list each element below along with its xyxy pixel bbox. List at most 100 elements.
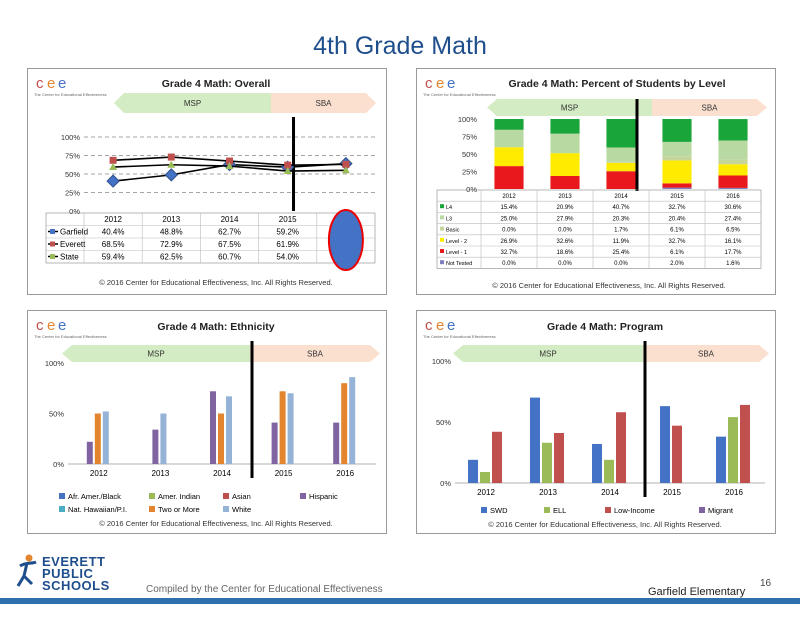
msp-band	[62, 345, 250, 362]
data-point	[341, 166, 350, 174]
data-point	[225, 162, 234, 170]
legend-label: Not Tested	[446, 261, 472, 267]
sba-label: SBA	[701, 104, 718, 113]
stacked-bar-segment	[606, 161, 636, 163]
x-tick-label: 2015	[670, 194, 684, 200]
stacked-bar-segment	[606, 171, 636, 189]
data-label: 32.7%	[668, 239, 686, 245]
data-label: 11.9%	[613, 239, 630, 245]
data-table-border	[436, 189, 762, 269]
bar	[341, 383, 348, 464]
msp-label: MSP	[184, 99, 201, 108]
y-tick-label: 25%	[462, 168, 477, 177]
data-label: 0.0%	[502, 261, 516, 267]
bar	[604, 459, 614, 483]
chart-title: Grade 4 Math: Ethnicity	[157, 321, 274, 333]
stacked-bar-segment	[718, 164, 748, 176]
stacked-bar-segment	[718, 119, 748, 141]
logo-letter: c	[425, 317, 433, 334]
data-label: 20.9%	[556, 205, 574, 211]
data-label: 1.6%	[726, 261, 740, 267]
bar	[672, 425, 682, 483]
y-tick-label: 100%	[458, 115, 478, 124]
y-tick-label: 0%	[69, 207, 80, 216]
sba-label: SBA	[698, 350, 715, 359]
msp-band	[453, 345, 643, 362]
data-label: 18.6%	[556, 250, 574, 256]
legend-label: White	[232, 505, 251, 514]
legend-swatch	[149, 493, 155, 499]
data-point	[167, 160, 176, 168]
data-point	[106, 174, 120, 188]
data-label: 48.8%	[160, 228, 183, 237]
data-label: 40.7%	[612, 205, 630, 211]
data-label: 20.4%	[668, 216, 686, 222]
district-line-2: PUBLIC	[42, 566, 94, 581]
logo-letter: e	[436, 317, 444, 334]
x-tick-label: 2015	[275, 469, 293, 478]
data-label: 62.5%	[160, 253, 183, 262]
district-line-1: EVERETT	[42, 554, 106, 569]
ethnicity-chart-panel: c e e The Center for Educational Effectiven…	[27, 310, 387, 534]
stacked-bar-segment	[662, 119, 692, 142]
x-tick-label: 2013	[539, 488, 557, 497]
legend-label: Two or More	[158, 505, 200, 514]
copyright-text: © 2016 Center for Educational Effectiven…	[492, 281, 725, 290]
stacked-bar-segment	[718, 187, 748, 189]
data-point	[109, 163, 118, 171]
data-label: 16.1%	[724, 239, 742, 245]
msp-band	[487, 99, 652, 116]
bar	[160, 413, 167, 464]
copyright-text: © 2016 Center for Educational Effectiven…	[488, 520, 721, 529]
data-label: 27.9%	[556, 216, 574, 222]
logo-letter: c	[425, 75, 433, 92]
data-point	[283, 167, 292, 175]
stacked-bar-segment	[494, 147, 524, 167]
page-title: 4th Grade Math	[313, 32, 487, 60]
data-label: 25.0%	[500, 216, 518, 222]
data-label: 17.7%	[724, 250, 742, 256]
bar	[333, 422, 340, 464]
legend-label: Low-Income	[614, 506, 655, 515]
runner-logo-icon	[16, 554, 37, 587]
legend-swatch	[605, 507, 611, 513]
data-label: 60.7%	[218, 253, 241, 262]
legend-marker	[50, 254, 55, 259]
legend-label: Asian	[232, 492, 251, 501]
stacked-bar-segment	[662, 141, 692, 157]
data-label: 40.4%	[102, 228, 125, 237]
data-label: 67.5%	[218, 240, 241, 249]
legend-label: Migrant	[708, 506, 734, 515]
x-tick-label: 2014	[221, 215, 239, 224]
stacked-bar-segment	[550, 175, 580, 189]
legend-swatch	[223, 493, 229, 499]
logo-letter: e	[47, 75, 55, 92]
stacked-bar-segment	[662, 183, 692, 188]
logo-letter: c	[36, 75, 44, 92]
y-tick-label: 0%	[466, 185, 477, 194]
data-label: 0.0%	[558, 228, 572, 234]
x-tick-label: 2015	[663, 488, 681, 497]
data-label: 30.6%	[724, 205, 742, 211]
compiled-by: Compiled by the Center for Educational E…	[146, 584, 383, 595]
district-line-3: SCHOOLS	[42, 578, 110, 593]
bar	[554, 432, 564, 483]
data-label: 6.1%	[670, 250, 684, 256]
legend-label: Level - 2	[446, 239, 467, 245]
data-point	[167, 153, 175, 161]
bar	[592, 443, 602, 483]
data-label: 72.9%	[160, 240, 183, 249]
stacked-bar-segment	[606, 119, 636, 148]
data-label: 32.7%	[500, 250, 518, 256]
sba-label: SBA	[307, 350, 324, 359]
x-tick-label: 2012	[477, 488, 495, 497]
legend-label: L3	[446, 216, 452, 222]
bar	[210, 391, 216, 464]
y-tick-label: 50%	[49, 410, 64, 419]
legend-swatch	[59, 506, 65, 512]
legend-swatch	[544, 507, 550, 513]
x-tick-label: 2016	[725, 488, 743, 497]
legend-label: Garfield	[60, 228, 88, 237]
logo-letter: c	[36, 317, 44, 334]
